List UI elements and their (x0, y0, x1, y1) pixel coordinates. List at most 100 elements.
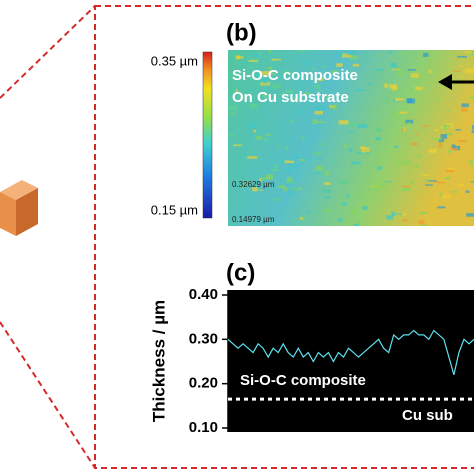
texture (300, 71, 304, 75)
texture (410, 180, 414, 185)
texture (389, 84, 397, 89)
texture (282, 70, 293, 75)
texture (461, 107, 468, 112)
texture (471, 125, 474, 130)
texture (291, 159, 294, 161)
texture (350, 209, 357, 215)
height-map-base (228, 50, 474, 226)
texture (433, 81, 442, 84)
texture (314, 106, 325, 110)
texture (301, 217, 305, 221)
annotation: Si-O-C composite (240, 372, 366, 389)
texture (263, 92, 268, 98)
texture (289, 164, 300, 168)
texture (353, 223, 359, 226)
texture (394, 213, 403, 215)
texture (228, 134, 236, 137)
texture (378, 70, 385, 73)
texture (315, 90, 324, 93)
texture (339, 180, 349, 184)
texture (258, 189, 263, 191)
colorbar (202, 51, 213, 219)
texture (261, 71, 270, 76)
texture (299, 77, 305, 82)
texture (304, 158, 312, 161)
texture (466, 213, 474, 217)
texture (375, 68, 384, 71)
texture (292, 97, 302, 101)
texture (268, 50, 272, 53)
texture (471, 165, 474, 168)
y-tick-label: 0.20 (189, 375, 218, 392)
texture (465, 51, 472, 54)
texture (361, 147, 370, 153)
texture (414, 164, 419, 168)
texture (294, 154, 299, 159)
texture (394, 145, 399, 149)
texture (267, 73, 275, 75)
texture (348, 122, 358, 127)
texture (372, 166, 376, 168)
y-tick-label: 0.40 (189, 286, 218, 303)
texture (229, 113, 236, 115)
texture (423, 179, 431, 181)
texture (289, 120, 295, 122)
map-marker: 0.32629 µm (232, 180, 275, 189)
texture (259, 178, 262, 182)
texture (445, 169, 455, 173)
colorbar-label: 0.35 µm (151, 53, 198, 68)
texture (278, 159, 283, 162)
texture (416, 133, 419, 136)
map-marker: 0.14979 µm (232, 215, 275, 224)
texture (460, 191, 464, 194)
texture (375, 127, 383, 132)
texture (253, 52, 262, 57)
texture (362, 206, 368, 210)
texture (260, 81, 270, 86)
texture (402, 212, 406, 216)
texture (360, 59, 365, 63)
texture (314, 84, 321, 90)
texture (253, 129, 256, 133)
texture (248, 60, 259, 62)
texture (390, 63, 397, 68)
texture (346, 51, 356, 56)
texture (471, 130, 474, 134)
texture (438, 142, 443, 148)
texture (297, 187, 301, 191)
texture (294, 219, 299, 222)
texture (267, 66, 273, 70)
texture (392, 86, 398, 91)
texture (273, 197, 281, 201)
texture (470, 181, 474, 183)
texture (433, 181, 441, 183)
texture (401, 52, 405, 55)
texture (402, 185, 410, 188)
texture (438, 138, 445, 143)
texture (445, 132, 453, 136)
texture (416, 154, 421, 158)
texture (315, 121, 325, 123)
texture (406, 98, 413, 104)
texture (306, 211, 311, 213)
texture (311, 172, 321, 174)
texture (268, 76, 274, 80)
texture (435, 99, 441, 101)
texture (375, 54, 379, 57)
texture (331, 159, 338, 162)
texture (373, 110, 376, 114)
block-top (0, 180, 38, 200)
texture (407, 69, 416, 71)
texture (264, 137, 268, 143)
texture (303, 92, 311, 95)
texture (423, 52, 429, 57)
texture (422, 174, 430, 177)
texture (458, 140, 467, 143)
texture (440, 134, 448, 139)
texture (237, 56, 244, 59)
texture (464, 68, 474, 74)
texture (436, 182, 447, 184)
texture (249, 103, 258, 109)
texture (271, 58, 282, 61)
texture (410, 73, 419, 78)
